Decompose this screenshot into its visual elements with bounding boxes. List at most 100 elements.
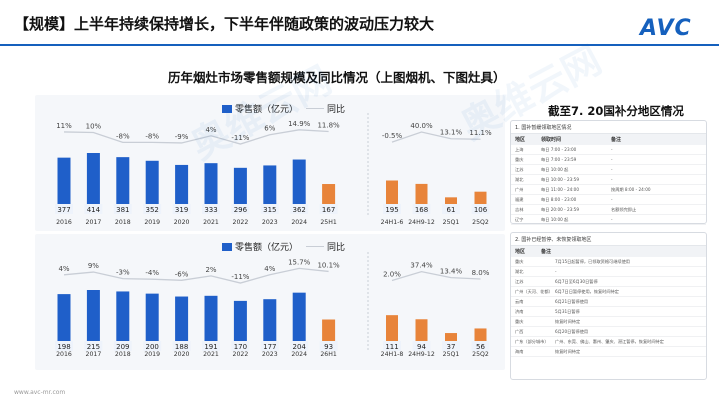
value-label-bg bbox=[290, 204, 309, 214]
table-cell: 济南 bbox=[515, 308, 524, 314]
x-tick-label: 2021 bbox=[203, 219, 219, 226]
value-label-bg bbox=[202, 204, 220, 214]
value-label-bg bbox=[383, 341, 401, 351]
avc-logo: AVC bbox=[640, 16, 692, 41]
yoy-label: 4% bbox=[205, 126, 216, 134]
yoy-label: 4% bbox=[58, 265, 69, 273]
bar-value-label: 94 bbox=[417, 343, 426, 351]
x-tick-label: 2016 bbox=[56, 351, 72, 358]
yoy-label: 10.1% bbox=[317, 261, 340, 269]
bar bbox=[474, 328, 487, 342]
x-tick-label: 24H9-12 bbox=[408, 219, 435, 226]
value-label-bg bbox=[113, 341, 132, 351]
legend-line-label: 同比 bbox=[327, 243, 346, 253]
x-tick-label: 2022 bbox=[233, 219, 249, 226]
table-cell: 湖北 bbox=[515, 176, 524, 182]
yoy-label: -3% bbox=[116, 269, 130, 277]
table-header: 2. 国补已经暂停、未恢复领取地区 bbox=[511, 233, 706, 246]
table-body: 上海 每日 7:00 - 23:00- 重庆 每日 7:00 - 23:59- 江苏 每日… bbox=[511, 145, 706, 225]
table-cell: 重庆 bbox=[515, 258, 524, 264]
table-cell: 6月7日日暂停使用，恢复时间待定 bbox=[555, 288, 619, 294]
table-cell: 名额领完即止 bbox=[611, 206, 637, 212]
x-tick-label: 2018 bbox=[115, 351, 131, 358]
table-column-headers: 地区 领取时间 备注 bbox=[511, 134, 706, 145]
table-cell: - bbox=[611, 156, 613, 162]
bar bbox=[233, 167, 247, 205]
bar-value-label: 333 bbox=[204, 206, 217, 214]
table-column-headers: 地区 备注 bbox=[511, 246, 706, 257]
subsidy-open-regions-table: 1. 国补暂缓领取地区情况 地区 领取时间 备注 上海 每日 7:00 - 23:… bbox=[510, 120, 707, 225]
bar-value-label: 177 bbox=[263, 343, 276, 351]
table-cell: - bbox=[611, 166, 613, 172]
x-tick-label: 2017 bbox=[86, 351, 102, 358]
bar-value-label: 319 bbox=[175, 206, 188, 214]
table-cell: 福建 bbox=[515, 196, 524, 202]
yoy-label: -8% bbox=[145, 132, 159, 140]
table-cell: - bbox=[611, 196, 613, 202]
table-row: 上海 每日 7:00 - 23:00 - bbox=[511, 145, 706, 155]
table-cell: 云南 bbox=[515, 298, 524, 304]
yoy-label: -8% bbox=[116, 132, 130, 140]
value-label-bg bbox=[143, 341, 162, 351]
x-tick-label: 2020 bbox=[174, 219, 190, 226]
value-label-bg bbox=[290, 341, 309, 351]
value-label-bg bbox=[471, 341, 490, 351]
bar-value-label: 167 bbox=[322, 206, 335, 214]
table-cell: 广西 bbox=[515, 328, 524, 334]
legend-bar-label: 零售额（亿元） bbox=[235, 105, 299, 115]
table-row: 吉林 每日 20:00 - 23:59 名额领完即止 bbox=[511, 205, 706, 215]
bar-value-label: 111 bbox=[385, 343, 398, 351]
table-cell: - bbox=[555, 268, 557, 274]
bar bbox=[116, 291, 130, 342]
bar bbox=[204, 295, 218, 342]
bar-value-label: 61 bbox=[447, 206, 456, 214]
watermark: 奥维云网 bbox=[184, 58, 339, 168]
slide-header: 【规模】上半年持续保持增长，下半年伴随政策的波动压力较大 AVC bbox=[0, 0, 719, 46]
legend-bar-swatch bbox=[222, 242, 232, 251]
table-cell: 每日 10:00 起 bbox=[541, 216, 569, 222]
value-label-bg bbox=[319, 204, 338, 214]
bar-value-label: 377 bbox=[57, 206, 70, 214]
bar bbox=[263, 165, 277, 205]
bar-value-label: 215 bbox=[87, 343, 100, 351]
bar bbox=[233, 300, 247, 342]
x-tick-label: 24H1-8 bbox=[381, 351, 404, 358]
bar bbox=[474, 191, 487, 205]
table-cell: 每日 7:00 - 23:59 bbox=[541, 156, 577, 162]
table-cell: 每日 20:00 - 23:59 bbox=[541, 206, 580, 212]
bar-value-label: 209 bbox=[116, 343, 129, 351]
bar bbox=[386, 315, 398, 342]
value-label-bg bbox=[55, 341, 73, 351]
table-row: 辽宁 每日 10:00 起 - bbox=[511, 215, 706, 225]
x-tick-label: 2020 bbox=[174, 351, 190, 358]
table-cell: 广州 bbox=[515, 186, 524, 192]
bar bbox=[445, 333, 457, 342]
yoy-label: 2% bbox=[205, 266, 216, 274]
bar-value-label: 362 bbox=[293, 206, 306, 214]
legend-line-swatch bbox=[306, 246, 325, 247]
table-cell: 5月31日暂停 bbox=[555, 308, 580, 314]
bar-value-label: 315 bbox=[263, 206, 276, 214]
bar bbox=[292, 159, 306, 205]
bar bbox=[204, 163, 218, 205]
yoy-label: 13.1% bbox=[440, 129, 463, 137]
bar bbox=[445, 197, 457, 205]
table-cell: 上海 bbox=[515, 146, 524, 152]
value-label-bg bbox=[231, 341, 250, 351]
table-cell: 湖北 bbox=[515, 268, 524, 274]
bar-value-label: 37 bbox=[447, 343, 456, 351]
table-row: 广州 每日 11:00 - 24:00 按周期 8:00 - 24:00 bbox=[511, 185, 706, 195]
bar-value-label: 352 bbox=[146, 206, 159, 214]
yoy-label: -11% bbox=[231, 134, 249, 142]
yoy-label: 11% bbox=[56, 122, 72, 130]
bar bbox=[86, 290, 100, 342]
value-label-bg bbox=[143, 204, 162, 214]
yoy-line bbox=[391, 131, 481, 143]
x-tick-label: 2023 bbox=[262, 351, 278, 358]
value-label-bg bbox=[383, 204, 401, 214]
yoy-label: -4% bbox=[145, 269, 159, 277]
bar bbox=[322, 319, 336, 342]
table-cell: 重庆 bbox=[515, 156, 524, 162]
bar-value-label: 381 bbox=[116, 206, 129, 214]
table-cell: 7月15日起暂停，已领取资格可继续使用 bbox=[555, 258, 630, 264]
